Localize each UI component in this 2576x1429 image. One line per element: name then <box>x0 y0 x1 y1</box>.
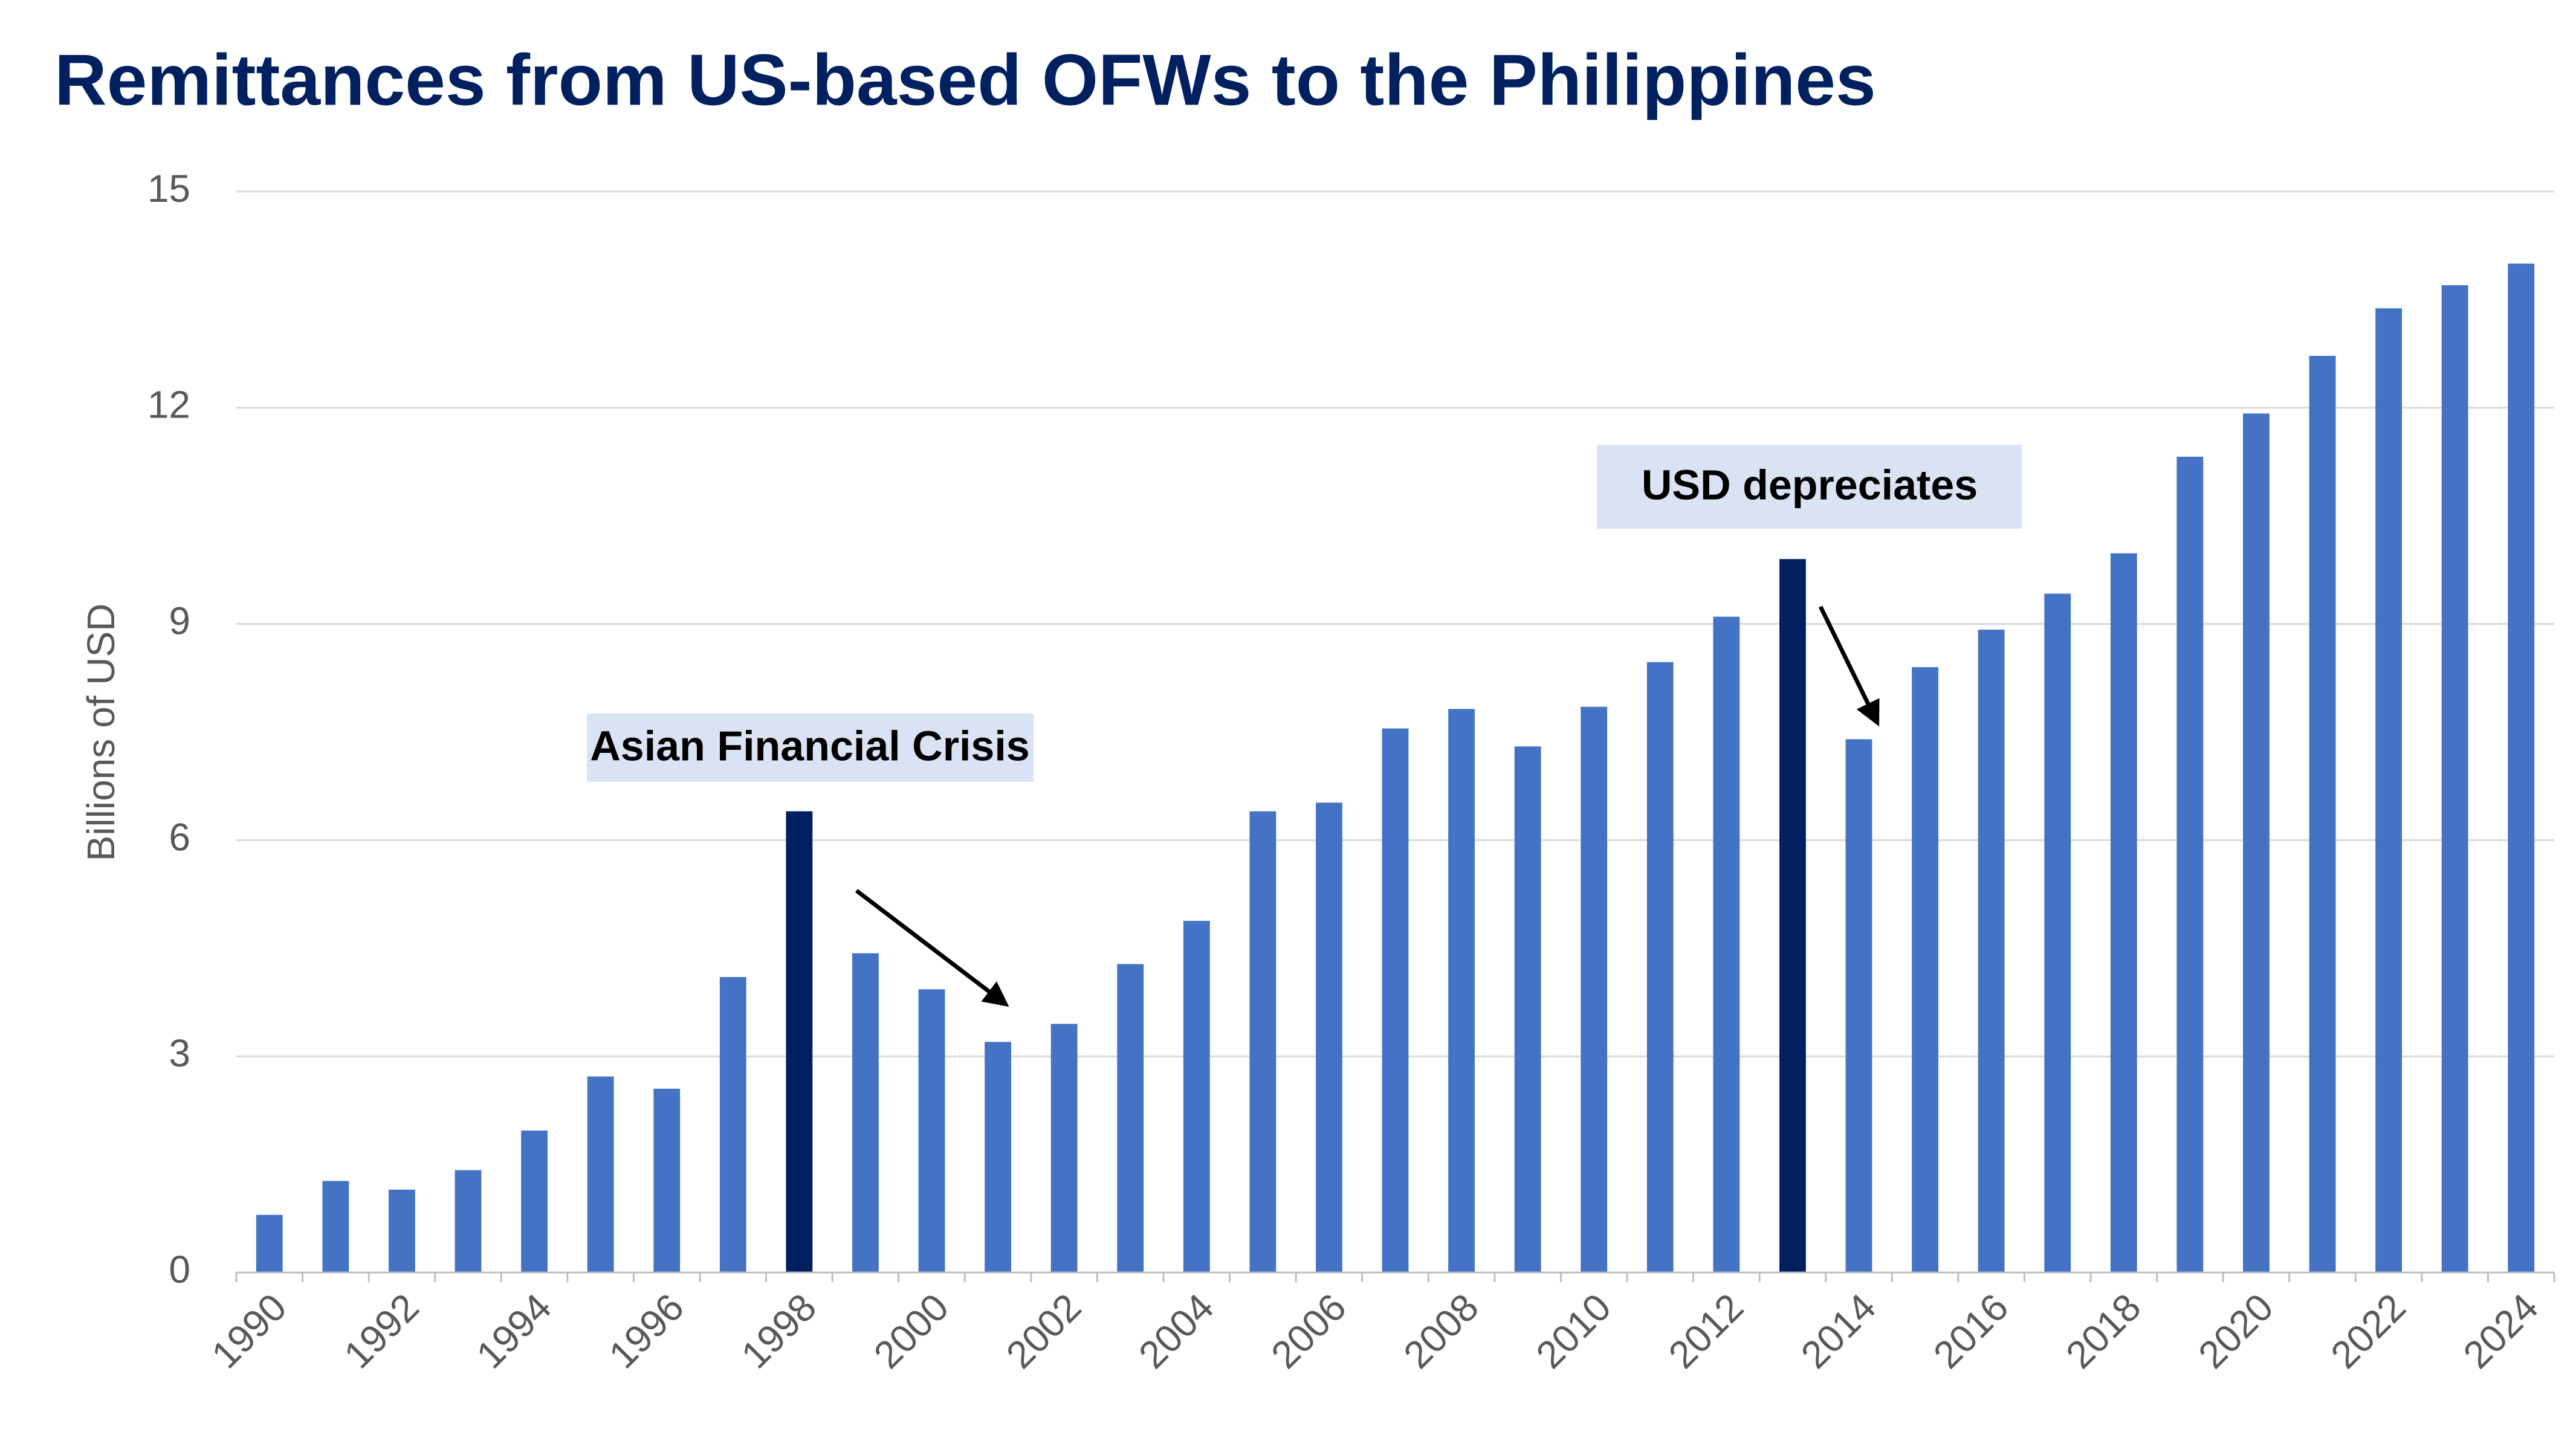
bar <box>653 1088 681 1273</box>
y-axis-label: Billions of USD <box>79 604 123 862</box>
y-tick-label: 15 <box>147 167 190 210</box>
bar <box>786 811 813 1273</box>
annotation-box <box>1597 445 2022 529</box>
bar <box>2044 593 2071 1273</box>
bar <box>852 953 879 1273</box>
bar <box>1978 630 2005 1273</box>
x-tick-label: 2008 <box>1395 1285 1487 1377</box>
x-tick-label: 1992 <box>335 1285 427 1377</box>
y-tick-label: 6 <box>169 815 190 859</box>
bar <box>1845 739 1872 1273</box>
x-tick-label: 2014 <box>1793 1285 1885 1377</box>
x-tick-label: 2004 <box>1130 1285 1222 1377</box>
x-tick-label: 2020 <box>2190 1285 2282 1377</box>
x-tick-label: 2024 <box>2455 1285 2546 1377</box>
bar <box>1117 964 1144 1273</box>
bar <box>1912 667 1938 1273</box>
bar <box>322 1181 349 1273</box>
bar <box>2375 308 2402 1273</box>
bar <box>2176 456 2204 1273</box>
bar <box>1050 1024 1078 1273</box>
x-tick-label: 2022 <box>2322 1285 2414 1377</box>
y-tick-label: 3 <box>169 1031 190 1075</box>
bars <box>256 263 2535 1273</box>
x-tick-label: 1990 <box>203 1285 295 1377</box>
x-tick-label: 2010 <box>1527 1285 1619 1377</box>
bar <box>521 1131 548 1273</box>
bar <box>985 1042 1011 1273</box>
y-tick-label: 12 <box>147 383 190 427</box>
bar <box>1183 920 1210 1273</box>
x-tick-label: 2002 <box>998 1285 1090 1377</box>
bar <box>2441 285 2468 1273</box>
x-tick-label: 1994 <box>468 1285 560 1377</box>
bar <box>389 1189 415 1273</box>
bar <box>2309 355 2336 1273</box>
chart-title: Remittances from US-based OFWs to the Ph… <box>54 40 1876 121</box>
bar <box>1581 706 1608 1273</box>
annotation: USD depreciates <box>1642 461 1978 508</box>
annotation-box <box>587 714 1034 782</box>
bar <box>1249 811 1277 1273</box>
bar <box>2110 553 2137 1273</box>
bar <box>256 1214 283 1273</box>
bar <box>455 1170 482 1273</box>
bar <box>1646 662 1674 1273</box>
bar <box>1316 802 1342 1273</box>
x-tick-label: 2018 <box>2057 1285 2149 1377</box>
bar <box>719 977 746 1273</box>
x-tick-label: 1998 <box>733 1285 825 1377</box>
bar <box>2508 263 2535 1273</box>
bar <box>1448 709 1475 1273</box>
x-tick-label: 2006 <box>1263 1285 1354 1377</box>
bar <box>1382 728 1409 1273</box>
annotation: Asian Financial Crisis <box>590 722 1029 769</box>
bar <box>587 1076 614 1273</box>
bar <box>1514 746 1541 1273</box>
annotation-arrow <box>1818 605 1880 727</box>
x-tick-label: 2012 <box>1660 1285 1752 1377</box>
bar <box>1779 559 1806 1273</box>
bar <box>1713 616 1740 1273</box>
bar <box>2243 413 2270 1273</box>
x-tick-label: 2016 <box>1925 1285 2017 1377</box>
x-tick-label: 1996 <box>600 1285 692 1377</box>
x-tick-label: 2000 <box>866 1285 957 1377</box>
y-tick-label: 0 <box>169 1248 190 1291</box>
bar <box>918 989 945 1273</box>
annotation-arrow <box>855 889 1009 1007</box>
y-tick-label: 9 <box>169 599 190 643</box>
